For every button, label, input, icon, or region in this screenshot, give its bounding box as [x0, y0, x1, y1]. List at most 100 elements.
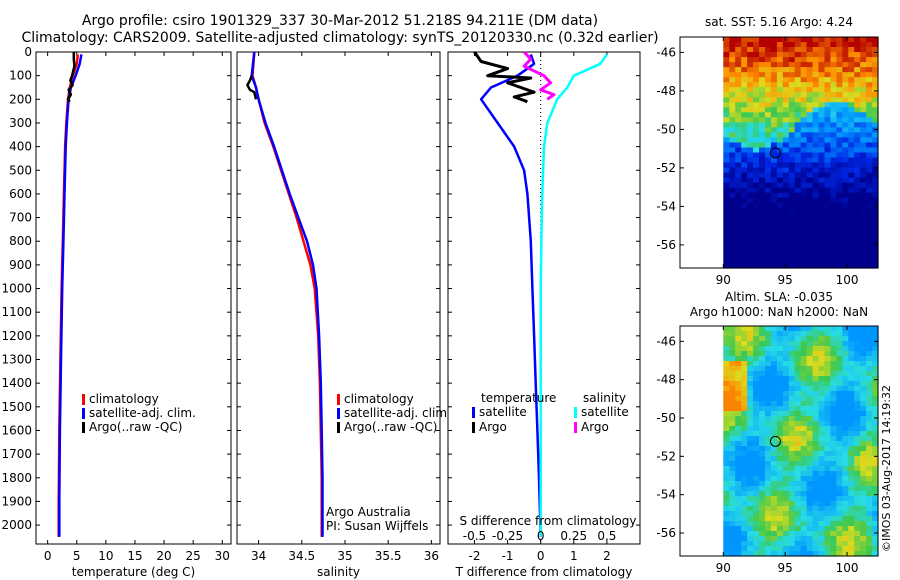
heatmap-cell — [770, 501, 778, 507]
heatmap-cell — [806, 441, 814, 447]
heatmap-cell — [800, 471, 808, 477]
heatmap-cell — [836, 242, 843, 249]
heatmap-cell — [842, 127, 849, 133]
heatmap-cell — [866, 47, 873, 53]
heatmap-cell — [806, 107, 814, 113]
heatmap-cell — [765, 541, 772, 547]
heatmap-cell — [854, 396, 861, 402]
heatmap-cell — [872, 551, 879, 557]
heatmap-cell — [872, 426, 879, 432]
heatmap-cell — [848, 107, 855, 113]
heatmap-cell — [872, 242, 879, 249]
heatmap-cell — [818, 247, 825, 254]
heatmap-cell — [866, 162, 873, 169]
heatmap-cell — [723, 37, 730, 43]
heatmap-cell — [747, 67, 754, 73]
heatmap-cell — [830, 401, 837, 407]
heatmap-cell — [770, 122, 778, 128]
heatmap-cell — [741, 252, 748, 259]
heatmap-cell — [782, 526, 790, 532]
heatmap-cell — [723, 172, 730, 179]
heatmap-cell — [860, 531, 867, 537]
heatmap-cell — [866, 511, 873, 517]
heatmap-cell — [836, 406, 843, 412]
heatmap-cell — [836, 147, 843, 154]
heatmap-cell — [842, 391, 849, 397]
heatmap-cell — [770, 416, 778, 422]
heatmap-cell — [741, 426, 748, 432]
heatmap-cell — [806, 446, 814, 452]
heatmap-cell — [788, 531, 796, 537]
heatmap-cell — [818, 326, 825, 332]
heatmap-cell — [860, 411, 867, 417]
heatmap-cell — [824, 207, 831, 214]
heatmap-cell — [818, 232, 825, 239]
heatmap-cell — [872, 471, 879, 477]
salinity-panel: 34 34.5 35 35.5 36salinityclimatologysatelli… — [236, 51, 451, 579]
heatmap-cell — [782, 242, 790, 249]
heatmap-cell — [794, 147, 802, 154]
heatmap-cell — [753, 252, 760, 259]
heatmap-cell — [770, 526, 778, 532]
heatmap-cell — [818, 551, 825, 557]
heatmap-cell — [854, 122, 861, 128]
heatmap-cell — [723, 386, 730, 392]
heatmap-cell — [800, 456, 808, 462]
heatmap-cell — [741, 92, 748, 98]
heatmap-cell — [759, 222, 766, 229]
heatmap-cell — [812, 341, 820, 347]
heatmap-cell — [824, 351, 831, 357]
heatmap-cell — [854, 541, 861, 547]
heatmap-cell — [776, 212, 784, 219]
heatmap-cell — [770, 127, 778, 133]
heatmap-cell — [782, 237, 790, 244]
heatmap-cell — [812, 356, 820, 362]
heatmap-cell — [872, 421, 879, 427]
diff-legend-temp-title: temperature — [481, 391, 556, 405]
heatmap-cell — [860, 117, 867, 123]
heatmap-cell — [776, 431, 784, 437]
difference-frame — [447, 51, 641, 545]
heatmap-cell — [854, 411, 861, 417]
heatmap-cell — [854, 152, 861, 159]
heatmap-cell — [848, 57, 855, 63]
heatmap-cell — [794, 536, 802, 542]
heatmap-cell — [759, 187, 766, 194]
heatmap-cell — [782, 476, 790, 482]
diff-sal-sat-line — [539, 53, 608, 537]
heatmap-cell — [759, 212, 766, 219]
heatmap-cell — [824, 536, 831, 542]
heatmap-cell — [824, 72, 831, 78]
heatmap-cell — [770, 117, 778, 123]
heatmap-cell — [872, 157, 879, 164]
heatmap-cell — [788, 202, 796, 209]
heatmap-cell — [735, 127, 742, 133]
heatmap-cell — [830, 177, 837, 184]
heatmap-cell — [729, 182, 736, 189]
heatmap-cell — [866, 87, 873, 93]
heatmap-cell — [794, 258, 802, 264]
heatmap-cell — [848, 102, 855, 108]
heatmap-cell — [848, 481, 855, 487]
heatmap-cell — [824, 172, 831, 179]
heatmap-cell — [776, 207, 784, 214]
heatmap-cell — [812, 167, 820, 174]
heatmap-cell — [824, 57, 831, 63]
heatmap-cell — [723, 162, 730, 169]
heatmap-cell — [729, 481, 736, 487]
heatmap-cell — [759, 142, 766, 149]
heatmap-cell — [848, 536, 855, 542]
heatmap-cell — [759, 371, 766, 377]
heatmap-cell — [723, 441, 730, 447]
heatmap-cell — [830, 446, 837, 452]
heatmap-cell — [854, 147, 861, 154]
heatmap-cell — [836, 102, 843, 108]
heatmap-cell — [872, 187, 879, 194]
heatmap-cell — [782, 147, 790, 154]
heatmap-cell — [753, 546, 760, 552]
heatmap-cell — [866, 501, 873, 507]
heatmap-cell — [818, 263, 825, 269]
heatmap-cell — [747, 52, 754, 58]
temperature-xtick-label: 20 — [156, 549, 171, 563]
depth-tick-label: 1700 — [1, 447, 32, 461]
